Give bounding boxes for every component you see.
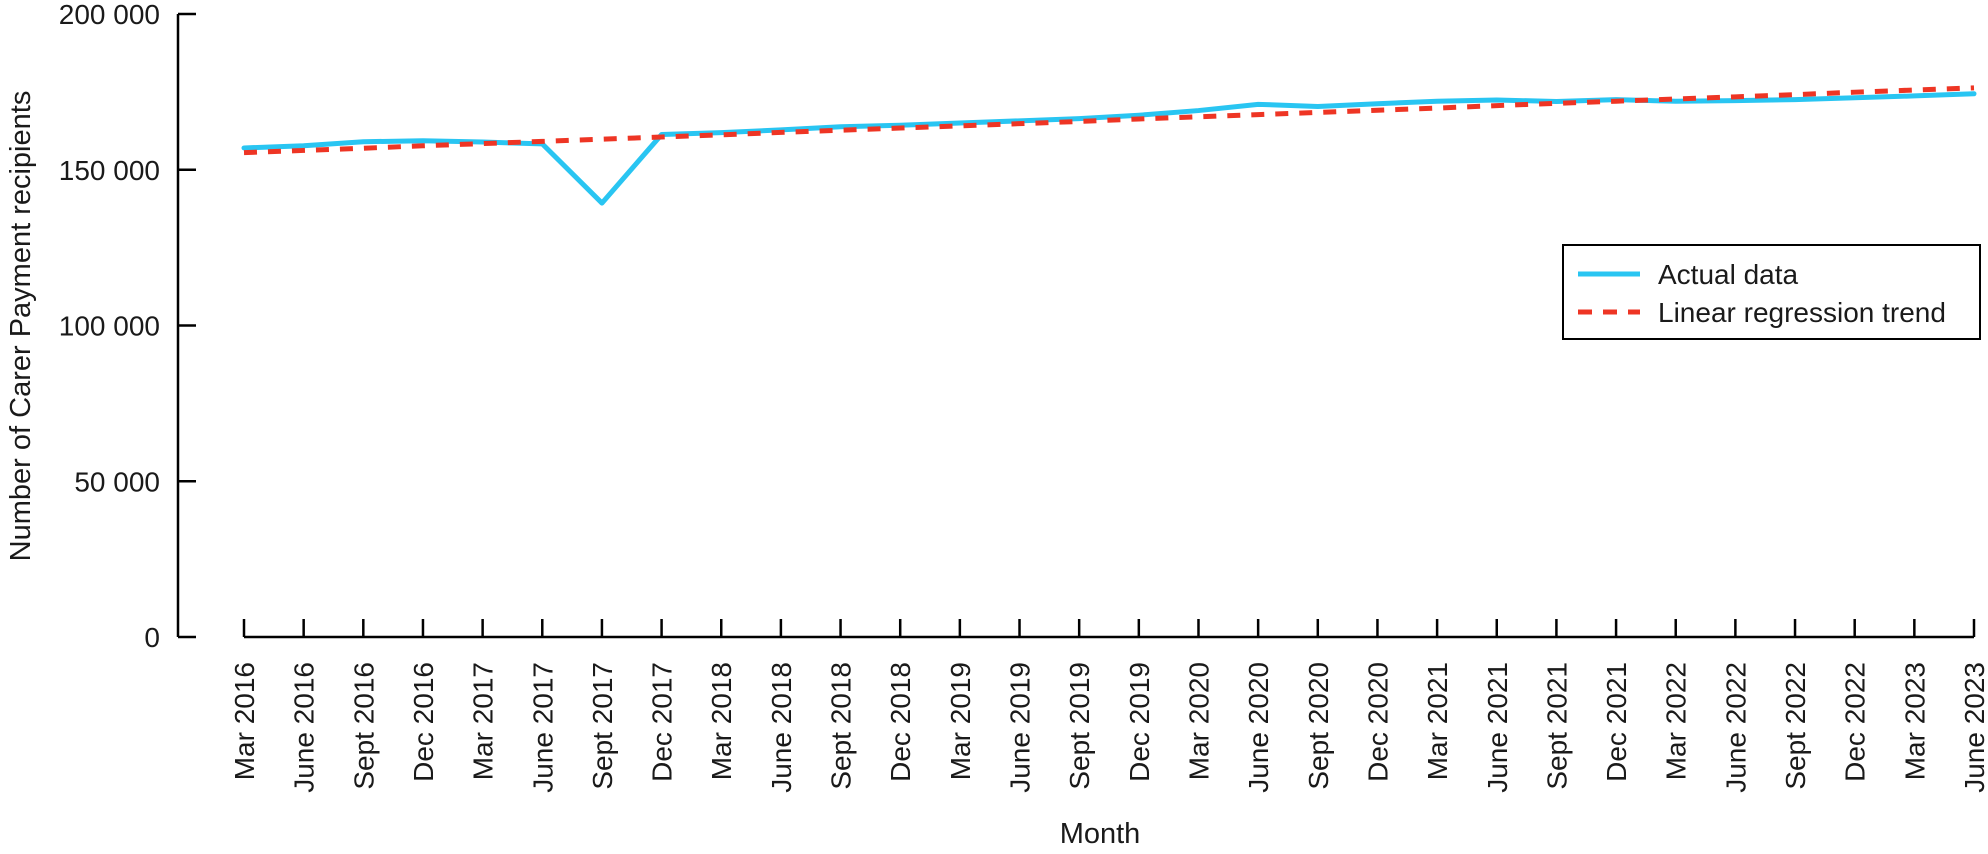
x-tick-label: Dec 2020 [1362, 662, 1393, 782]
x-tick-label: Sept 2021 [1541, 662, 1572, 790]
actual-data-line [241, 91, 1977, 206]
legend: Actual data Linear regression trend [1562, 244, 1981, 340]
y-axis-title: Number of Carer Payment recipients [5, 91, 37, 562]
x-tick-label: Dec 2016 [408, 662, 439, 782]
x-tick-label: Dec 2019 [1124, 662, 1155, 782]
x-tick-label: June 2018 [766, 662, 797, 793]
legend-label-trend: Linear regression trend [1658, 297, 1946, 328]
x-tick-label: June 2019 [1005, 662, 1036, 793]
x-tick-label: June 2022 [1720, 662, 1751, 793]
legend-label-actual: Actual data [1658, 259, 1799, 290]
x-tick-label: Sept 2020 [1303, 662, 1334, 790]
x-tick-label: Mar 2019 [945, 662, 976, 780]
x-tick-label: Mar 2016 [229, 662, 260, 780]
x-tick-label: Dec 2022 [1840, 662, 1871, 782]
x-axis-title: Month [1060, 818, 1141, 850]
y-tick-label: 0 [144, 622, 160, 653]
y-tick-label: 150 000 [59, 155, 160, 186]
x-tick-label: Sept 2019 [1064, 662, 1095, 790]
y-axis-ticks: 0 50 000 100 000 150 000 200 000 [59, 0, 196, 653]
plot-series [241, 85, 1977, 206]
x-tick-label: Mar 2021 [1422, 662, 1453, 780]
x-tick-label: Mar 2020 [1183, 662, 1214, 780]
x-tick-label: Mar 2017 [468, 662, 499, 780]
x-tick-label: Mar 2018 [706, 662, 737, 780]
x-tick-label: Sept 2017 [587, 662, 618, 790]
x-axis-ticks: Mar 2016 June 2016 Sept 2016 Dec 2016 Mar 20… [229, 619, 1988, 793]
x-tick-label: June 2020 [1243, 662, 1274, 793]
y-tick-label: 50 000 [74, 466, 160, 497]
x-tick-label: Sept 2022 [1780, 662, 1811, 790]
x-tick-label: June 2016 [289, 662, 320, 793]
x-tick-label: Sept 2016 [348, 662, 379, 790]
x-tick-label: Mar 2022 [1661, 662, 1692, 780]
x-tick-label: Dec 2017 [647, 662, 678, 782]
x-tick-label: June 2017 [527, 662, 558, 793]
x-tick-label: Dec 2018 [885, 662, 916, 782]
y-tick-label: 200 000 [59, 0, 160, 30]
trend-line [243, 85, 1975, 156]
x-tick-label: Mar 2023 [1899, 662, 1930, 780]
x-tick-label: Dec 2021 [1601, 662, 1632, 782]
x-tick-label: June 2023 [1959, 662, 1988, 793]
legend-box [1562, 244, 1981, 340]
x-tick-label: June 2021 [1482, 662, 1513, 793]
x-tick-label: Sept 2018 [826, 662, 857, 790]
y-tick-label: 100 000 [59, 311, 160, 342]
